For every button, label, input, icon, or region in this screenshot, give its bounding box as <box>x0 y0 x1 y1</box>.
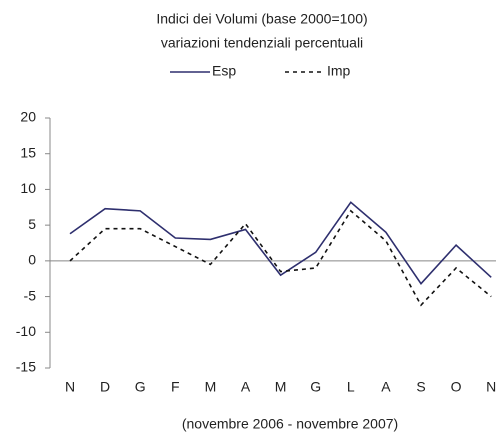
y-tick-label: 5 <box>28 216 36 232</box>
x-tick-label: D <box>100 379 110 395</box>
series-line <box>69 209 492 307</box>
x-tick-label: G <box>135 379 146 395</box>
x-tick-label: N <box>65 379 75 395</box>
x-tick-label: S <box>416 379 425 395</box>
y-tick-label: 10 <box>20 180 36 196</box>
legend-label: Imp <box>327 63 351 79</box>
x-tick-label: N <box>486 379 496 395</box>
chart-subtitle: variazioni tendenziali percentuali <box>161 35 363 51</box>
y-tick-label: 15 <box>20 144 36 160</box>
y-tick-label: -5 <box>24 287 37 303</box>
y-tick-label: 20 <box>20 109 36 125</box>
series-line <box>69 201 492 286</box>
x-tick-label: G <box>310 379 321 395</box>
y-tick-label: 0 <box>28 252 36 268</box>
y-tick-label: -10 <box>16 323 36 339</box>
x-axis-label: (novembre 2006 - novembre 2007) <box>182 416 398 432</box>
x-tick-label: F <box>171 379 180 395</box>
x-tick-label: A <box>241 379 251 395</box>
x-tick-label: L <box>347 379 355 395</box>
x-tick-label: M <box>275 379 287 395</box>
x-tick-label: A <box>381 379 391 395</box>
legend-label: Esp <box>212 63 236 79</box>
x-tick-label: O <box>451 379 462 395</box>
y-tick-label: -15 <box>16 359 36 375</box>
x-tick-label: M <box>205 379 217 395</box>
chart-title: Indici dei Volumi (base 2000=100) <box>156 11 367 27</box>
